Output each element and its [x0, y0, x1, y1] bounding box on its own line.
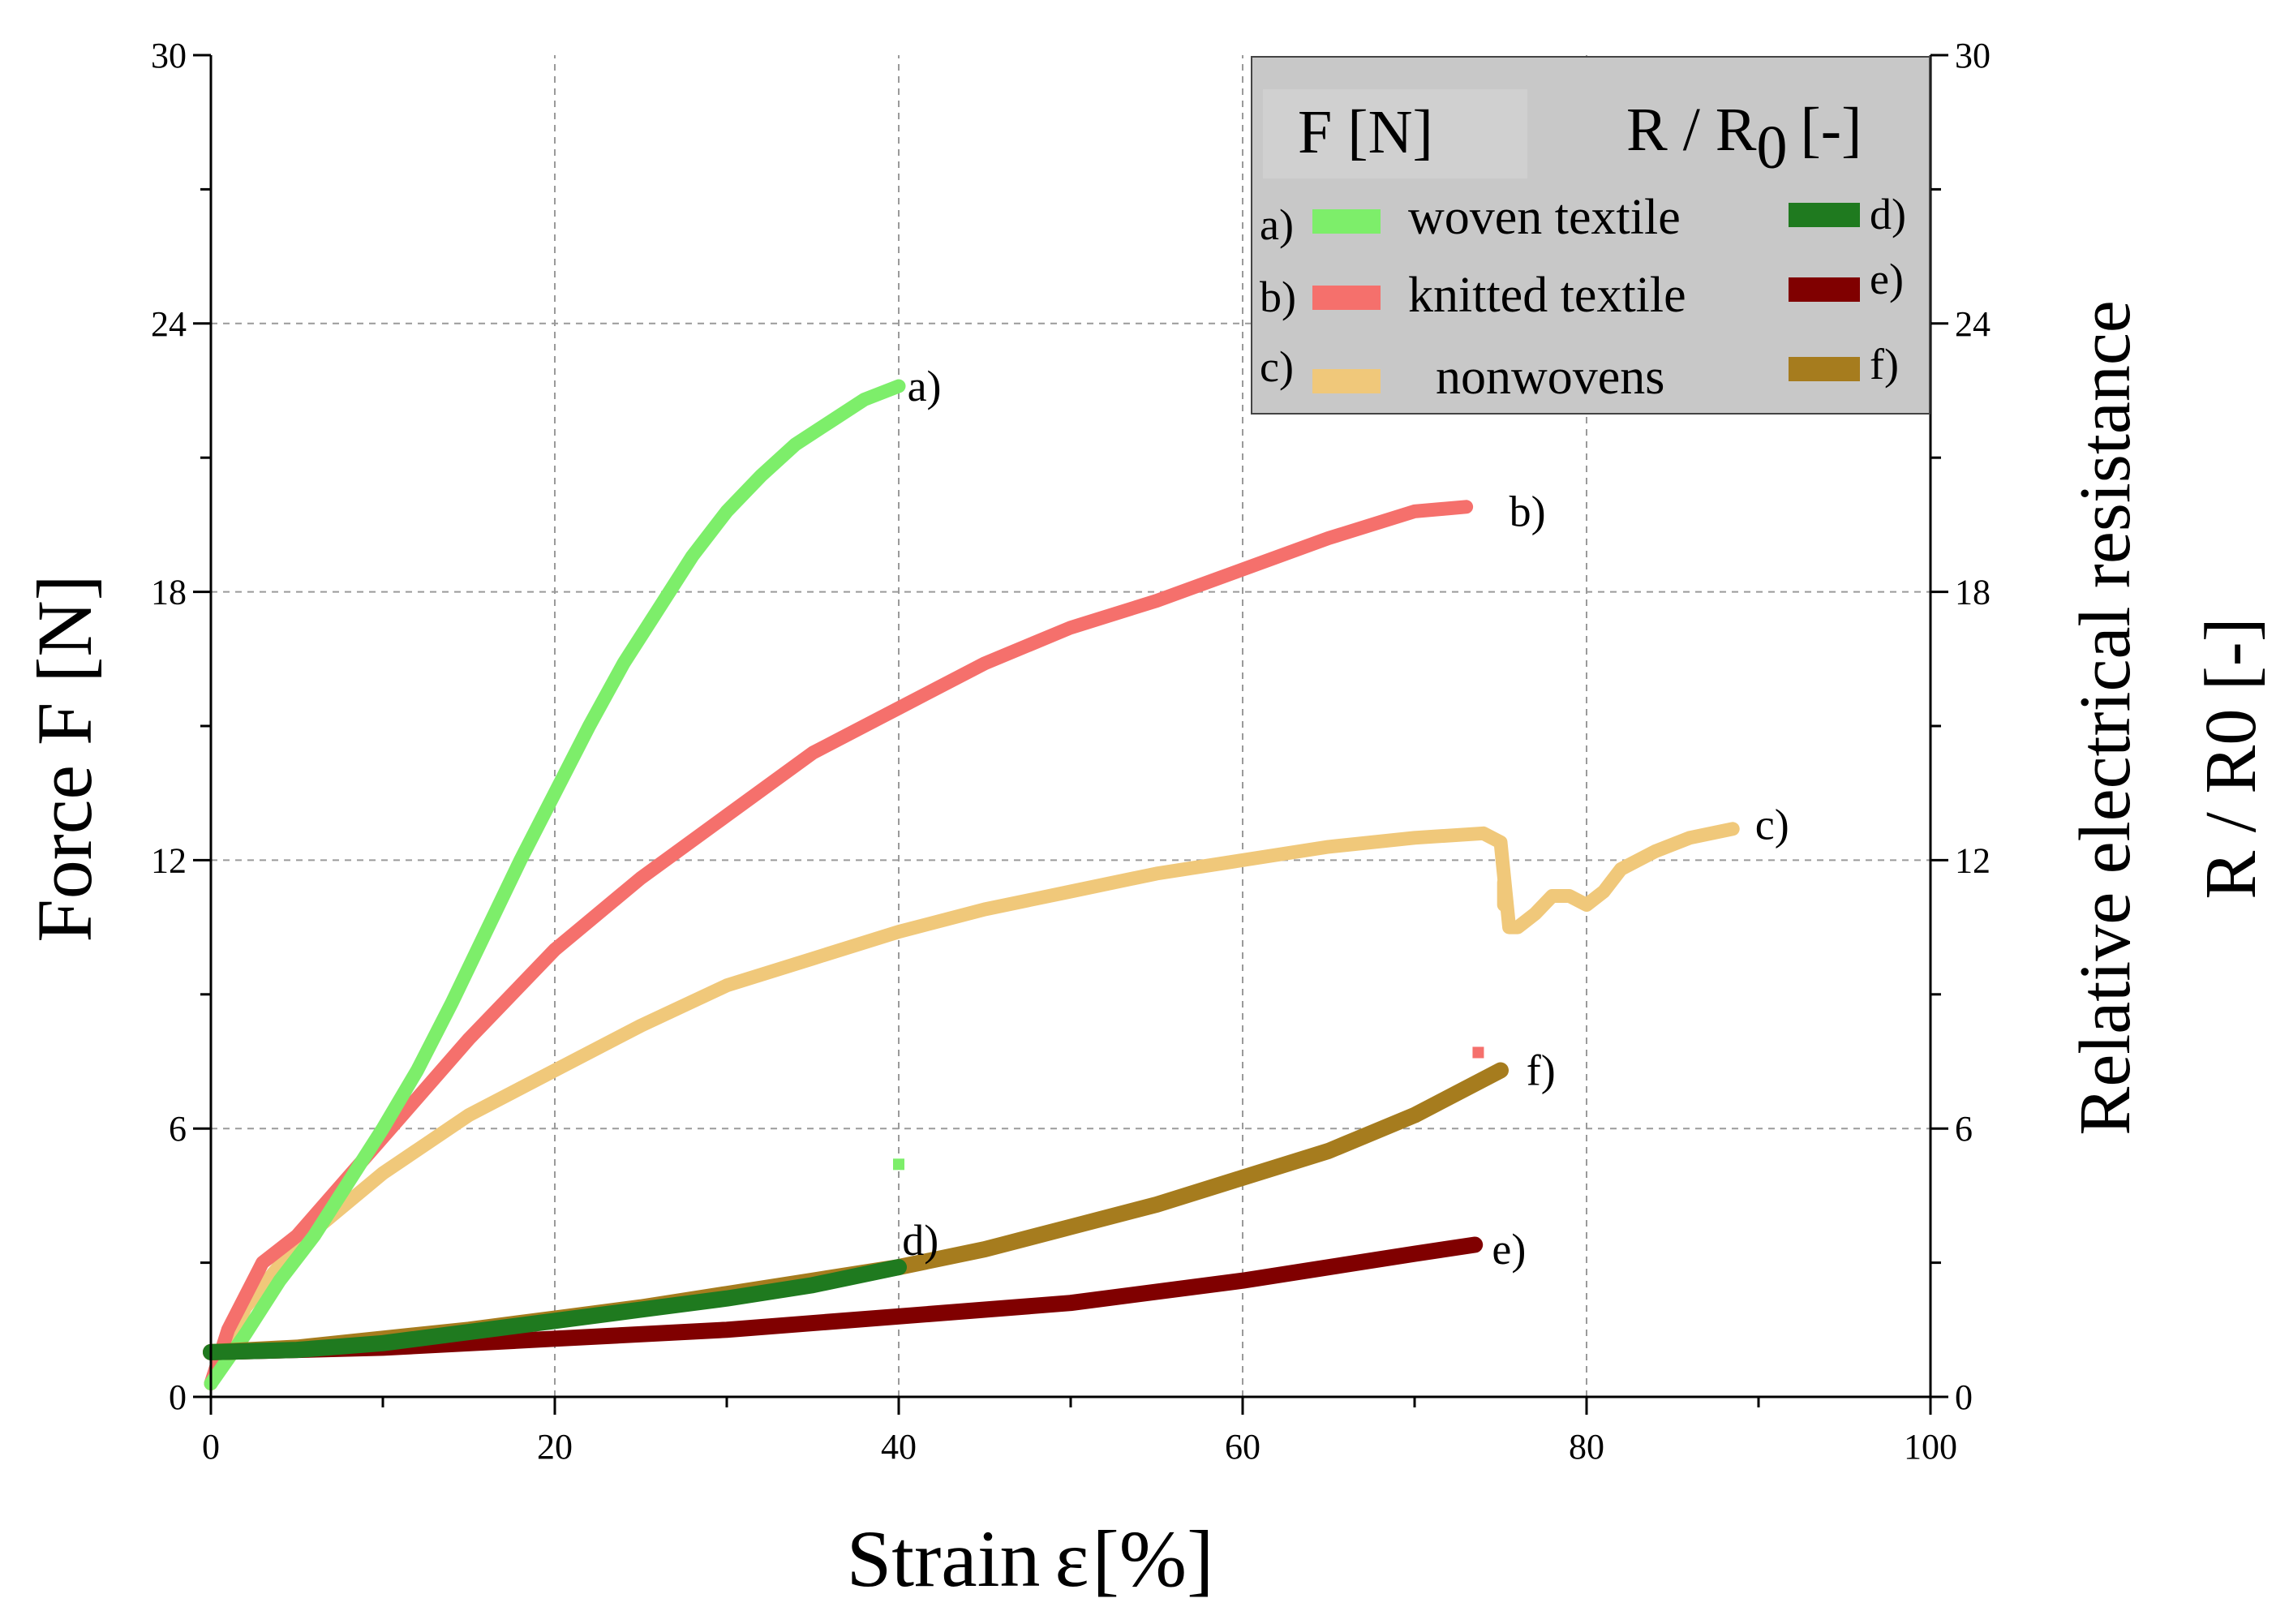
x-tick-label-60: 60 — [1225, 1427, 1260, 1467]
y-left-tick-label-18: 18 — [151, 573, 187, 612]
y-right-tick-label-24: 24 — [1955, 304, 1991, 344]
y-left-tick-label-24: 24 — [151, 304, 187, 344]
x-axis-title: Strain ε[%] — [847, 1514, 1214, 1604]
legend-swatch-c — [1312, 369, 1381, 393]
end-labels: a) b) c) d) e) f) — [902, 362, 1789, 1274]
x-axis-title-word: Strain — [847, 1514, 1041, 1604]
series-line-b — [204, 500, 1474, 1390]
legend-row-d-letter: d) — [1870, 190, 1906, 238]
x-tick-label-20: 20 — [537, 1427, 573, 1467]
series-line-a — [204, 379, 906, 1390]
series-layer — [203, 379, 1740, 1390]
end-label-a: a) — [908, 362, 942, 410]
legend-row-e-letter: e) — [1870, 255, 1904, 303]
y-axis-right-title-line2: R / R0 [-] — [2191, 617, 2271, 899]
y-left-tick-label-6: 6 — [169, 1109, 187, 1149]
legend-header-resistance-sub: 0 — [1757, 114, 1788, 182]
stray-mark-1 — [1472, 1046, 1484, 1059]
x-axis-title-unit: [%] — [1092, 1514, 1213, 1604]
legend-swatch-a — [1312, 209, 1381, 234]
legend-row-b-letter: b) — [1260, 273, 1296, 321]
legend-row-c-label: nonwovens — [1436, 350, 1664, 405]
legend-row-a-letter: a) — [1260, 200, 1294, 249]
x-tick-label-0: 0 — [202, 1427, 220, 1467]
legend-swatch-b — [1312, 286, 1381, 310]
legend-header-highlight — [1263, 89, 1527, 178]
legend-row-b-label: knitted textile — [1408, 268, 1686, 323]
y-left-tick-label-12: 12 — [151, 840, 187, 880]
series-line-e — [203, 1236, 1484, 1360]
end-label-f: f) — [1527, 1046, 1556, 1095]
x-tick-label-100: 100 — [1904, 1427, 1957, 1467]
stray-mark-0 — [893, 1158, 904, 1171]
x-axis-title-symbol: ε — [1054, 1514, 1089, 1604]
y-right-tick-label-30: 30 — [1955, 36, 1991, 75]
end-label-b: b) — [1510, 487, 1546, 535]
legend-swatch-d — [1789, 203, 1860, 227]
y-right-tick-label-0: 0 — [1955, 1377, 1973, 1417]
legend-header-resistance: R / R0 [-] — [1626, 96, 1862, 182]
y-right-tick-label-18: 18 — [1955, 573, 1991, 612]
end-label-e: e) — [1492, 1225, 1526, 1274]
legend-row-a-label: woven textile — [1408, 190, 1681, 245]
legend-header-resistance-base: R / R — [1626, 96, 1757, 164]
legend: F [N] R / R0 [-] a) woven textile d) b) k… — [1251, 56, 1930, 415]
end-label-d: d) — [902, 1216, 938, 1265]
y-right-tick-label-6: 6 — [1955, 1109, 1973, 1149]
legend-swatch-f — [1789, 357, 1860, 381]
series-line-c — [204, 822, 1740, 1390]
tick-labels: 0 20 40 60 80 100 0 6 12 18 24 30 0 6 12 18 24 30 — [151, 36, 1991, 1467]
end-label-c: c) — [1755, 800, 1789, 849]
y-axis-left-title: Force F [N] — [21, 574, 108, 942]
y-left-tick-label-0: 0 — [169, 1377, 187, 1417]
legend-swatch-e — [1789, 277, 1860, 302]
y-left-tick-label-30: 30 — [151, 36, 187, 75]
legend-row-c-letter: c) — [1260, 342, 1294, 391]
x-tick-label-80: 80 — [1569, 1427, 1604, 1467]
y-right-tick-label-12: 12 — [1955, 840, 1991, 880]
legend-header-force: F [N] — [1298, 98, 1433, 166]
y-axis-right-title-line1: Relative electrical resistance — [2065, 300, 2145, 1135]
series-line-d — [203, 1259, 907, 1360]
x-tick-label-40: 40 — [881, 1427, 917, 1467]
legend-row-f-letter: f) — [1870, 340, 1899, 389]
legend-header-resistance-unit: [-] — [1801, 96, 1862, 164]
